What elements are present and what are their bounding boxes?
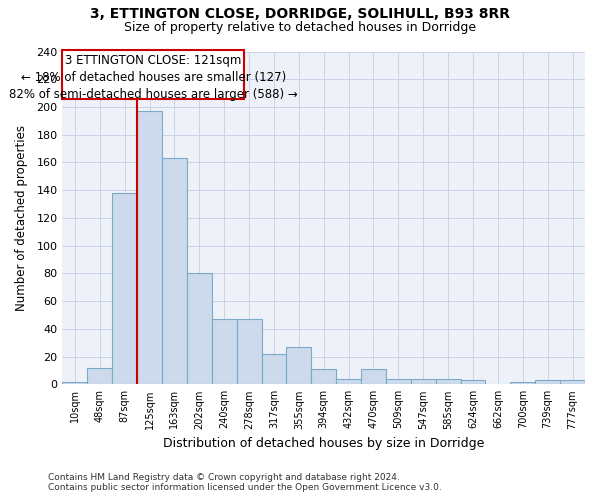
Bar	[361, 369, 386, 384]
Text: Contains HM Land Registry data © Crown copyright and database right 2024.: Contains HM Land Registry data © Crown c…	[48, 474, 400, 482]
Bar	[236, 319, 262, 384]
Bar	[560, 380, 585, 384]
X-axis label: Distribution of detached houses by size in Dorridge: Distribution of detached houses by size …	[163, 437, 484, 450]
Bar	[112, 193, 137, 384]
Bar	[187, 274, 212, 384]
Bar	[162, 158, 187, 384]
Y-axis label: Number of detached properties: Number of detached properties	[15, 125, 28, 311]
Bar	[262, 354, 286, 384]
Text: ← 18% of detached houses are smaller (127): ← 18% of detached houses are smaller (12…	[20, 71, 286, 84]
Bar	[311, 369, 336, 384]
Bar	[286, 347, 311, 385]
Bar	[212, 319, 236, 384]
Bar	[62, 382, 88, 384]
Bar	[461, 380, 485, 384]
Text: 82% of semi-detached houses are larger (588) →: 82% of semi-detached houses are larger (…	[9, 88, 298, 101]
Bar	[336, 379, 361, 384]
Bar	[137, 111, 162, 384]
Bar	[511, 382, 535, 384]
Text: 3 ETTINGTON CLOSE: 121sqm: 3 ETTINGTON CLOSE: 121sqm	[65, 54, 241, 67]
Bar	[386, 379, 411, 384]
Bar	[411, 379, 436, 384]
Text: 3, ETTINGTON CLOSE, DORRIDGE, SOLIHULL, B93 8RR: 3, ETTINGTON CLOSE, DORRIDGE, SOLIHULL, …	[90, 8, 510, 22]
Text: Contains public sector information licensed under the Open Government Licence v3: Contains public sector information licen…	[48, 484, 442, 492]
Bar	[436, 379, 461, 384]
Bar	[535, 380, 560, 384]
Bar	[88, 368, 112, 384]
Text: Size of property relative to detached houses in Dorridge: Size of property relative to detached ho…	[124, 21, 476, 34]
